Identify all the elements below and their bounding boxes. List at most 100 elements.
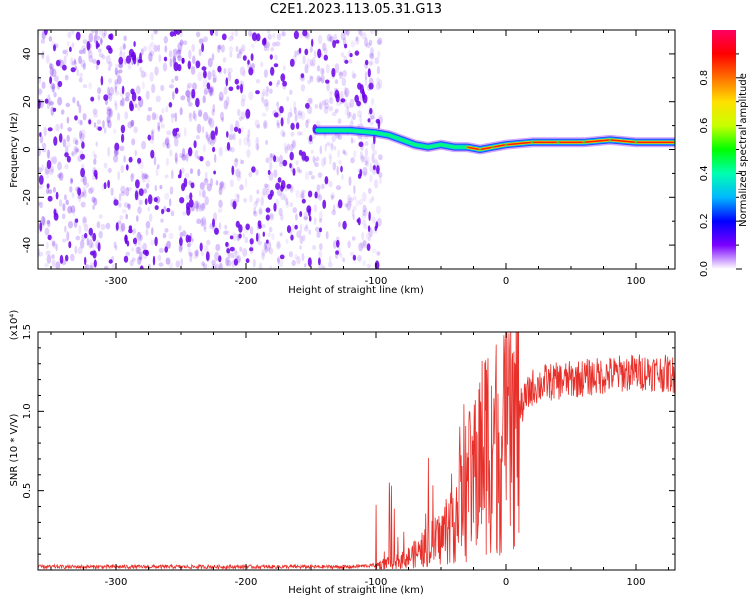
spectrogram-noise-blob [283, 194, 287, 202]
spectrogram-noise-blob [369, 107, 373, 115]
spectrogram-noise-blob [166, 142, 171, 149]
spectrogram-noise-blob [192, 82, 197, 91]
spectrogram-noise-blob [97, 87, 102, 95]
spectrogram-noise-blob [50, 82, 56, 90]
spectrogram-noise-blob [116, 75, 122, 85]
spectrogram-noise-blob [89, 265, 94, 269]
spectrogram-noise-blob [82, 84, 88, 89]
spectrogram-noise-blob [121, 97, 125, 107]
spectrogram-y-tick-label: 0 [22, 146, 33, 152]
spectrogram-noise-blob [376, 205, 381, 215]
spectrogram-noise-blob [142, 172, 148, 180]
spectrogram-noise-blob [180, 95, 186, 101]
spectrogram-noise-blob [298, 47, 302, 54]
spectrogram-noise-blob [185, 89, 191, 98]
spectrogram-noise-blob [367, 225, 371, 233]
spectrogram-noise-blob [244, 236, 249, 244]
snr-frame [37, 331, 676, 571]
spectrogram-noise-blob [180, 153, 185, 159]
spectrogram-noise-blob [362, 240, 367, 247]
spectrogram-noise-blob [58, 133, 63, 143]
spectrogram-noise-blob [253, 210, 258, 217]
spectrogram-noise-blob [207, 70, 212, 81]
spectrogram-noise-blob [211, 89, 215, 96]
spectrogram-noise-blob [271, 233, 275, 241]
spectrogram-noise-blob [229, 235, 234, 240]
spectrogram-noise-blob [202, 79, 208, 88]
spectrogram-noise-blob [226, 131, 229, 138]
spectrogram-noise-blob [379, 176, 382, 185]
spectrogram-noise-blob [155, 167, 159, 177]
spectrogram-noise-blob [170, 113, 176, 118]
spectrogram-noise-blob [335, 250, 339, 255]
spectrogram-noise-blob [38, 222, 41, 230]
spectrogram-x-tick-label: -100 [365, 276, 388, 287]
spectrogram-noise-blob [186, 206, 191, 216]
spectrogram-noise-blob [335, 39, 340, 44]
spectrogram-noise-blob [166, 130, 172, 136]
spectrogram-noise-blob [73, 218, 78, 229]
spectrogram-y-axis: -40 -20 0 20 40 [22, 29, 675, 270]
spectrogram-noise-blob [168, 50, 173, 58]
spectrogram-noise-blob [73, 58, 77, 65]
spectrogram-noise-blob [314, 191, 318, 199]
signal-point [452, 145, 456, 149]
spectrogram-noise-blob [237, 108, 241, 117]
spectrogram-noise-blob [310, 62, 315, 67]
signal-point [608, 138, 612, 142]
spectrogram-noise-blob [203, 225, 206, 231]
spectrogram-noise-blob [46, 101, 51, 110]
spectrogram-noise-blob [272, 109, 278, 116]
spectrogram-noise-blob [349, 98, 355, 108]
spectrogram-noise-blob [44, 30, 48, 36]
spectrogram-noise-blob [224, 224, 228, 230]
spectrogram-noise-blob [330, 195, 335, 200]
spectrogram-noise-blob [296, 49, 300, 56]
spectrogram-noise-blob [195, 60, 201, 69]
spectrogram-noise-blob [134, 103, 138, 108]
spectrogram-noise-blob [145, 90, 150, 100]
signal-point [556, 140, 560, 144]
spectrogram-noise-blob [342, 69, 347, 78]
spectrogram-noise-blob [294, 224, 298, 230]
spectrogram-noise-blob [297, 131, 302, 136]
spectrogram-noise-blob [250, 53, 254, 61]
spectrogram-noise-blob [279, 105, 284, 114]
spectrogram-noise-blob [235, 45, 239, 53]
signal-point [465, 145, 469, 149]
spectrogram-noise-blob [349, 58, 353, 64]
spectrogram-noise-blob [81, 45, 86, 51]
spectrogram-noise-blob [325, 79, 330, 84]
spectrogram-noise-blob [38, 132, 42, 138]
spectrogram-noise-blob [218, 255, 222, 263]
spectrogram-noise-blob [145, 228, 149, 236]
spectrogram-noise-blob [54, 75, 59, 83]
spectrogram-noise-blob [228, 134, 233, 141]
spectrogram-noise-blob [306, 205, 312, 214]
spectrogram-noise-blob [98, 230, 103, 239]
spectrogram-noise-blob [131, 91, 137, 102]
spectrogram-noise-blob [178, 225, 182, 232]
spectrogram-noise-blob [195, 202, 199, 212]
spectrogram-noise-blob [173, 30, 177, 34]
spectrogram-noise-blob [269, 161, 273, 171]
spectrogram-noise-blob [207, 87, 213, 94]
spectrogram-noise-blob [144, 174, 149, 180]
spectrogram-noise-blob [77, 187, 82, 196]
spectrogram-noise-blob [119, 90, 124, 98]
spectrogram-noise-blob [82, 113, 87, 121]
spectrogram-noise-blob [229, 132, 234, 141]
spectrogram-noise-blob [123, 255, 129, 263]
spectrogram-noise-blob [190, 182, 195, 189]
spectrogram-noise-blob [57, 173, 62, 179]
spectrogram-noise-blob [203, 263, 208, 269]
spectrogram-noise-blob [123, 202, 129, 208]
spectrogram-noise-blob [139, 234, 143, 241]
spectrogram-noise-blob [351, 115, 354, 125]
spectrogram-noise-blob [93, 197, 98, 206]
spectrogram-noise-blob [94, 154, 97, 159]
spectrogram-noise-blob [136, 215, 139, 222]
spectrogram-noise-blob [313, 50, 317, 58]
spectrogram-noise-blob [114, 82, 118, 90]
spectrogram-noise-blob [147, 44, 153, 53]
